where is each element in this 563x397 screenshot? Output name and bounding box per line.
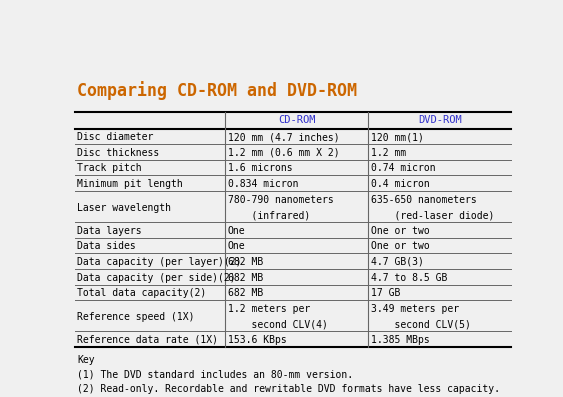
Text: Disc thickness: Disc thickness [77, 148, 159, 158]
Text: Reference data rate (1X): Reference data rate (1X) [77, 335, 218, 345]
Text: Comparing CD-ROM and DVD-ROM: Comparing CD-ROM and DVD-ROM [77, 81, 357, 100]
Text: 0.834 micron: 0.834 micron [228, 179, 298, 189]
Text: DVD-ROM: DVD-ROM [418, 115, 462, 125]
Text: One: One [228, 241, 245, 251]
Text: 1.2 mm (0.6 mm X 2): 1.2 mm (0.6 mm X 2) [228, 148, 339, 158]
Text: Disc diameter: Disc diameter [77, 132, 154, 142]
Text: Laser wavelength: Laser wavelength [77, 203, 171, 213]
Text: (1) The DVD standard includes an 80-mm version.: (1) The DVD standard includes an 80-mm v… [77, 369, 353, 379]
Text: 0.4 micron: 0.4 micron [371, 179, 430, 189]
Text: Data layers: Data layers [77, 226, 142, 236]
Text: Minimum pit length: Minimum pit length [77, 179, 183, 189]
Text: One or two: One or two [371, 226, 430, 236]
Text: Reference speed (1X): Reference speed (1X) [77, 312, 195, 322]
Text: 1.385 MBps: 1.385 MBps [371, 335, 430, 345]
Text: 4.7 to 8.5 GB: 4.7 to 8.5 GB [371, 272, 448, 283]
Text: 780-790 nanometers: 780-790 nanometers [228, 195, 334, 204]
Text: Track pitch: Track pitch [77, 164, 142, 173]
Text: (2) Read-only. Recordable and rewritable DVD formats have less capacity.: (2) Read-only. Recordable and rewritable… [77, 384, 500, 394]
Text: One or two: One or two [371, 241, 430, 251]
Text: Total data capacity(2): Total data capacity(2) [77, 288, 207, 298]
Text: Data capacity (per side)(2): Data capacity (per side)(2) [77, 272, 236, 283]
Text: 153.6 KBps: 153.6 KBps [228, 335, 287, 345]
Text: Key: Key [77, 355, 95, 364]
Text: 1.6 microns: 1.6 microns [228, 164, 293, 173]
Text: CD-ROM: CD-ROM [278, 115, 316, 125]
Text: Data capacity (per layer)(2): Data capacity (per layer)(2) [77, 257, 242, 267]
Text: 120 mm(1): 120 mm(1) [371, 132, 424, 142]
Text: 682 MB: 682 MB [228, 257, 263, 267]
Text: 120 mm (4.7 inches): 120 mm (4.7 inches) [228, 132, 339, 142]
Text: 682 MB: 682 MB [228, 288, 263, 298]
Text: 682 MB: 682 MB [228, 272, 263, 283]
Text: 1.2 meters per: 1.2 meters per [228, 304, 310, 314]
Text: 3.49 meters per: 3.49 meters per [371, 304, 459, 314]
Text: 0.74 micron: 0.74 micron [371, 164, 436, 173]
Text: (red-laser diode): (red-laser diode) [371, 210, 494, 220]
Text: (infrared): (infrared) [228, 210, 310, 220]
Text: One: One [228, 226, 245, 236]
Text: 635-650 nanometers: 635-650 nanometers [371, 195, 477, 204]
Text: 4.7 GB(3): 4.7 GB(3) [371, 257, 424, 267]
Text: second CLV(4): second CLV(4) [228, 319, 328, 329]
Text: Data sides: Data sides [77, 241, 136, 251]
Text: second CLV(5): second CLV(5) [371, 319, 471, 329]
Text: 17 GB: 17 GB [371, 288, 400, 298]
Text: 1.2 mm: 1.2 mm [371, 148, 406, 158]
